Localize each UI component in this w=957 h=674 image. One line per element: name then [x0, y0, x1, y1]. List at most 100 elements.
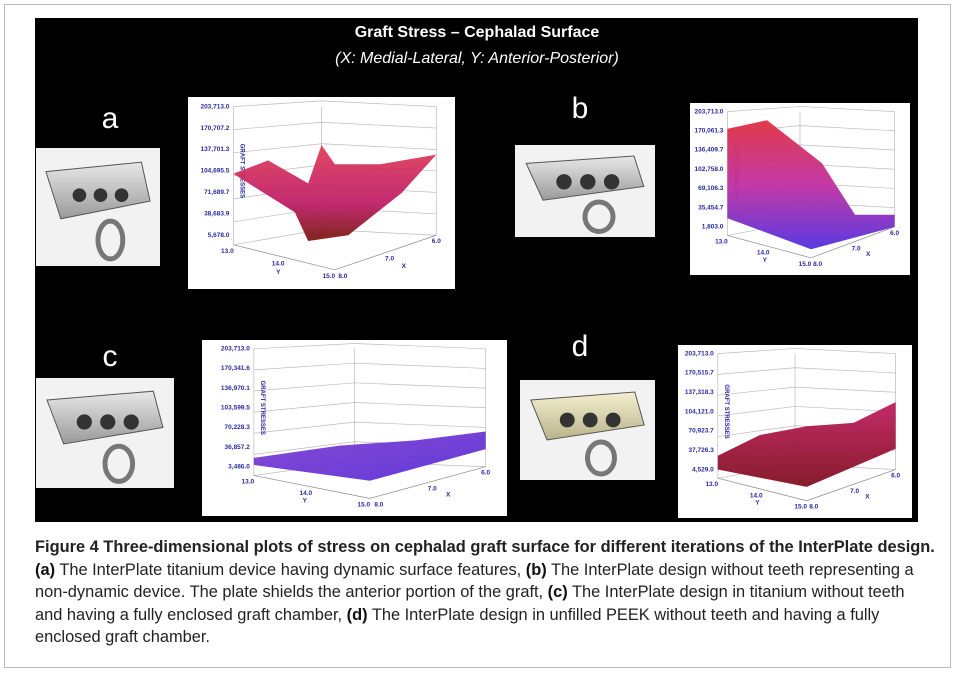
- device-loop: [102, 443, 136, 484]
- x-tick-label: 8.0: [338, 273, 347, 280]
- floor-edge: [253, 466, 486, 499]
- z-tick-label: 170,515.7: [685, 370, 714, 377]
- z-tick-label: 102,758.0: [694, 166, 723, 173]
- z-tick-label: 71,689.7: [204, 189, 230, 196]
- grid-line: [253, 362, 486, 371]
- floor-edge: [233, 234, 437, 271]
- grid-line: [253, 382, 486, 392]
- x-axis-label: X: [402, 263, 407, 270]
- panel-label: b: [572, 92, 589, 125]
- device-hole: [76, 414, 92, 430]
- z-tick-label: 70,228.3: [225, 424, 251, 431]
- x-tick-label: 6.0: [432, 238, 441, 245]
- caption-item-text: The InterPlate design in unfilled PEEK w…: [35, 605, 880, 647]
- grid-line: [253, 343, 486, 350]
- figure: Graft Stress – Cephalad Surface (X: Medi…: [35, 18, 918, 522]
- x-tick-label: 8.0: [813, 261, 822, 268]
- device-loop: [95, 218, 126, 262]
- y-tick-label: 14.0: [757, 250, 770, 257]
- caption: Figure 4 Three-dimensional plots of stre…: [35, 536, 935, 649]
- z-tick-label: 203,713.0: [221, 346, 250, 353]
- z-tick-label: 136,970.1: [221, 385, 250, 392]
- caption-items: (a) The InterPlate titanium device havin…: [35, 561, 914, 647]
- z-tick-label: 136,409.7: [694, 147, 723, 154]
- x-axis-label: X: [866, 251, 871, 258]
- z-tick-label: 4,529.0: [692, 466, 714, 473]
- z-tick-label: 137,318.3: [685, 389, 714, 396]
- z-tick-label: 103,599.5: [221, 404, 250, 411]
- z-tick-label: 38,683.9: [204, 211, 230, 218]
- x-tick-label: 6.0: [890, 230, 899, 237]
- floor-edge: [717, 469, 896, 502]
- device-hole: [580, 174, 596, 190]
- z-tick-label: 1,803.0: [702, 224, 724, 231]
- x-axis-label: X: [865, 494, 870, 501]
- z-axis-label: GRAFT STRESSES: [259, 381, 265, 435]
- x-tick-label: 7.0: [428, 486, 437, 493]
- y-tick-label: 15.0: [323, 273, 336, 280]
- grid-line: [717, 406, 896, 417]
- device-hole: [123, 414, 139, 430]
- caption-item-text: The InterPlate design in titanium withou…: [35, 583, 905, 624]
- z-axis-label: GRAFT STRESSES: [723, 384, 729, 438]
- y-tick-label: 15.0: [357, 501, 370, 508]
- y-tick-label: 14.0: [750, 492, 763, 499]
- y-tick-label: 15.0: [794, 504, 807, 511]
- device-hole: [603, 174, 620, 190]
- x-tick-label: 8.0: [809, 504, 818, 511]
- z-tick-label: 104,121.0: [685, 408, 714, 415]
- grid-line: [727, 106, 895, 112]
- stress-surface: [717, 402, 896, 487]
- y-tick-label: 13.0: [705, 481, 718, 488]
- grid-line: [253, 402, 486, 413]
- device-hole: [114, 188, 129, 203]
- device-loop: [585, 439, 617, 477]
- z-tick-label: 70,923.7: [688, 428, 714, 435]
- x-tick-label: 7.0: [850, 488, 859, 495]
- z-tick-label: 3,486.0: [228, 463, 250, 470]
- grid-line: [717, 386, 896, 396]
- caption-title: Figure 4 Three-dimensional plots of stre…: [35, 538, 935, 556]
- stress-surface: [233, 145, 437, 241]
- panel-label: d: [572, 330, 589, 363]
- grid-line: [717, 367, 896, 375]
- y-axis-label: Y: [755, 500, 760, 507]
- device-hole: [556, 174, 572, 190]
- grid-line: [233, 143, 437, 154]
- caption-item-label: (b): [525, 560, 547, 579]
- device-hole: [100, 414, 116, 430]
- panel-label: a: [102, 102, 119, 135]
- x-tick-label: 8.0: [374, 501, 383, 508]
- y-tick-label: 13.0: [242, 479, 255, 486]
- z-tick-label: 35,454.7: [698, 204, 724, 211]
- y-tick-label: 14.0: [299, 490, 312, 497]
- z-tick-label: 203,713.0: [685, 350, 714, 357]
- y-axis-label: Y: [763, 257, 768, 264]
- grid-line: [253, 421, 486, 434]
- x-tick-label: 6.0: [891, 473, 900, 480]
- z-tick-label: 170,707.2: [200, 125, 229, 132]
- caption-item-label: (a): [35, 560, 56, 579]
- caption-item-text: The InterPlate design without teeth repr…: [35, 560, 914, 602]
- caption-item-label: (d): [346, 605, 368, 624]
- frame: [4, 4, 951, 668]
- caption-item-label: (c): [547, 583, 568, 601]
- x-axis-label: X: [446, 491, 451, 498]
- y-axis-label: Y: [276, 269, 281, 276]
- z-tick-label: 69,106.3: [698, 185, 724, 192]
- z-tick-label: 170,061.3: [694, 128, 723, 135]
- z-tick-label: 37,726.3: [688, 447, 714, 454]
- device-hole: [72, 188, 87, 203]
- z-tick-label: 36,857.2: [225, 444, 251, 451]
- stress-surface: [253, 431, 486, 481]
- z-tick-label: 203,713.0: [694, 108, 723, 115]
- grid-line: [717, 348, 896, 354]
- device-hole: [605, 412, 621, 428]
- y-tick-label: 13.0: [715, 238, 728, 245]
- z-tick-label: 137,701.3: [200, 146, 229, 153]
- caption-item-text: The InterPlate titanium device having dy…: [59, 560, 522, 579]
- grid-line: [233, 121, 437, 130]
- z-tick-label: 104,695.5: [200, 168, 229, 175]
- z-tick-label: 203,713.0: [200, 103, 229, 110]
